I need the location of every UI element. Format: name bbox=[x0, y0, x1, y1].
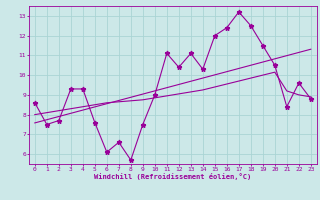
X-axis label: Windchill (Refroidissement éolien,°C): Windchill (Refroidissement éolien,°C) bbox=[94, 173, 252, 180]
